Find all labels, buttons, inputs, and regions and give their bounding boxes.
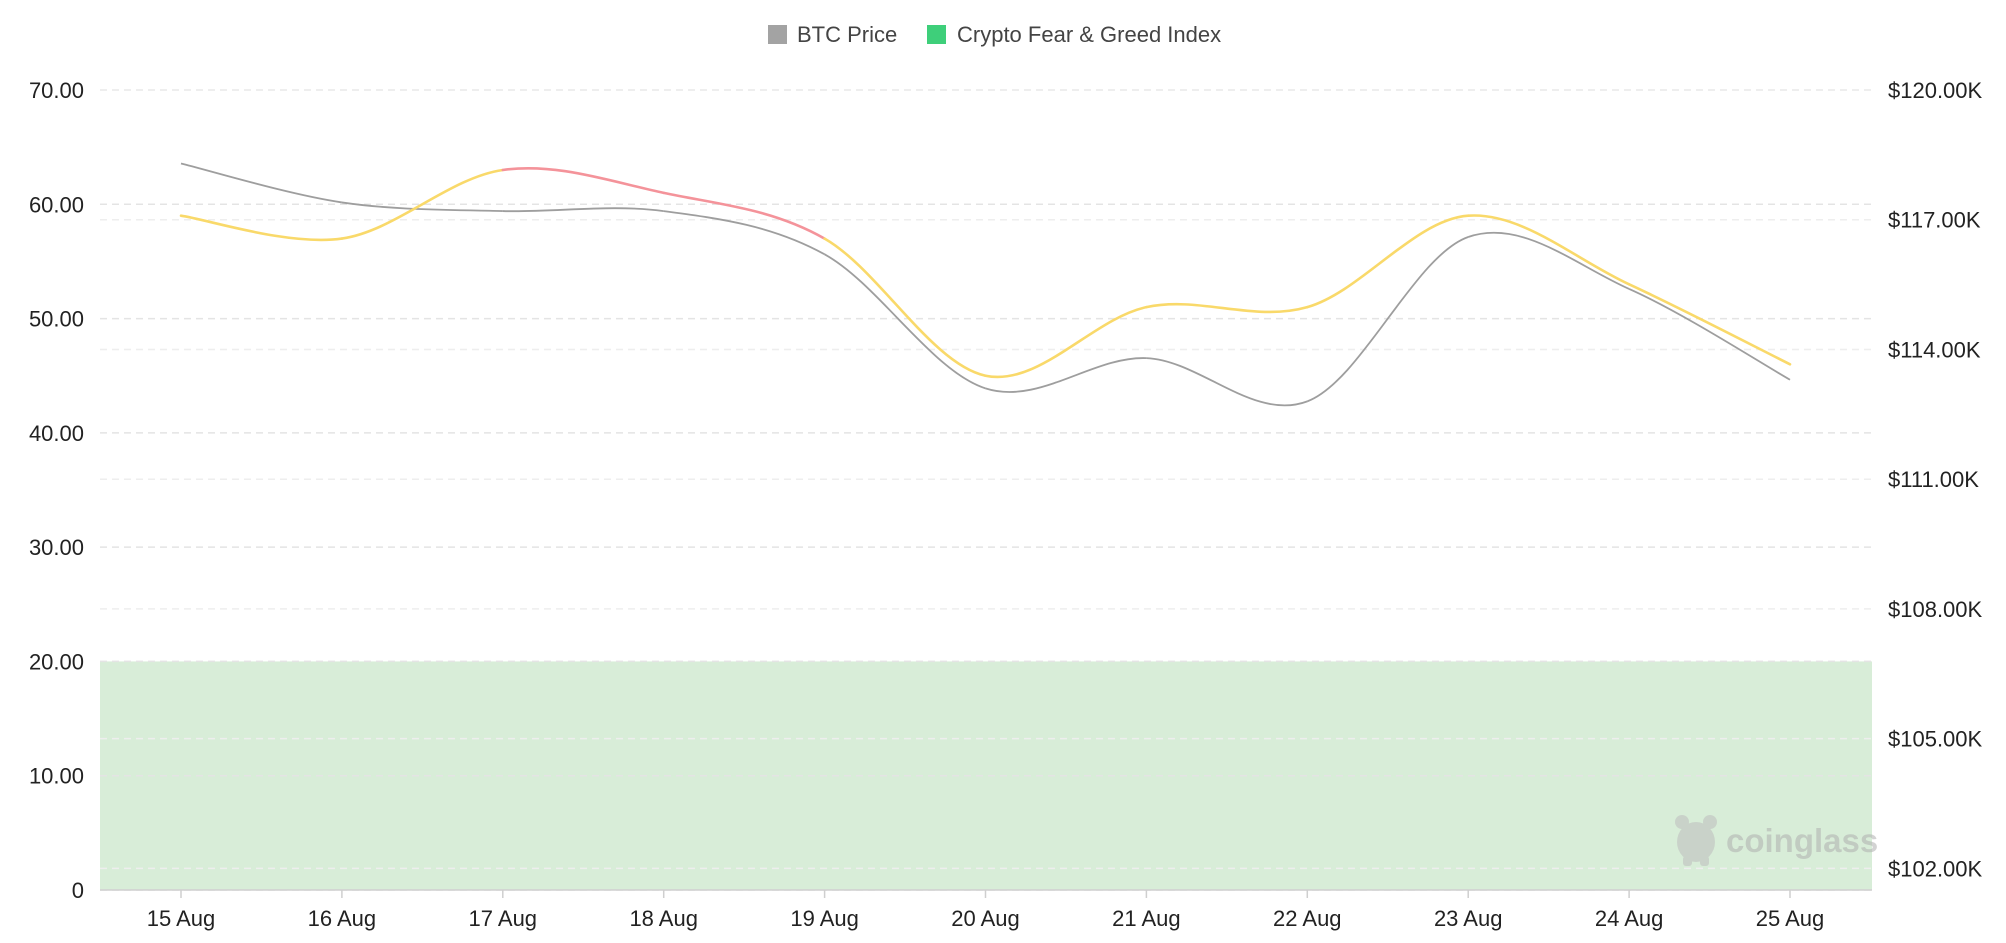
fear-greed-line-segment	[662, 191, 826, 240]
right-tick-label: $102.00K	[1888, 856, 1983, 881]
legend-label-fear-greed: Crypto Fear & Greed Index	[957, 22, 1221, 47]
left-tick-label: 30.00	[29, 535, 84, 560]
legend-item-fear-greed[interactable]: Crypto Fear & Greed Index	[927, 22, 1221, 47]
x-tick-label: 23 Aug	[1434, 906, 1503, 931]
x-axis: 15 Aug 16 Aug 17 Aug 18 Aug 19 Aug 20 Aug 21 A…	[100, 889, 1872, 931]
right-tick-label: $108.00K	[1888, 597, 1983, 622]
x-tick-label: 22 Aug	[1273, 906, 1342, 931]
right-tick-label: $114.00K	[1888, 337, 1981, 362]
left-tick-label: 20.00	[29, 649, 84, 674]
btc-price-line-segment	[1306, 236, 1469, 403]
legend-swatch-btc-price	[768, 25, 787, 44]
right-axis: $102.00K $105.00K $108.00K $111.00K $114.00K…	[1888, 78, 1983, 881]
x-tick-label: 18 Aug	[629, 906, 698, 931]
legend-swatch-fear-greed	[927, 25, 946, 44]
fear-greed-line-segment	[340, 168, 505, 240]
series-lines	[179, 162, 1792, 407]
left-tick-label: 50.00	[29, 307, 84, 332]
btc-price-line-segment	[1146, 357, 1308, 407]
x-tick-label: 15 Aug	[147, 906, 216, 931]
fear-greed-line-segment	[1306, 214, 1470, 309]
left-tick-label: 0	[72, 878, 84, 903]
x-tick-label: 20 Aug	[951, 906, 1020, 931]
right-tick-label: $105.00K	[1888, 727, 1983, 752]
fear-greed-line-segment	[823, 237, 987, 378]
fear-greed-line-segment	[984, 305, 1148, 379]
right-tick-label: $111.00K	[1888, 467, 1979, 492]
x-tick-label: 21 Aug	[1112, 906, 1181, 931]
fear-greed-line-segment	[179, 214, 344, 242]
x-tick-label: 16 Aug	[308, 906, 377, 931]
x-tick-label: 25 Aug	[1756, 906, 1825, 931]
left-tick-label: 10.00	[29, 764, 84, 789]
btc-price-line-segment	[180, 162, 343, 204]
left-tick-label: 40.00	[29, 421, 84, 446]
btc-price-line-segment	[663, 210, 826, 256]
legend: BTC Price Crypto Fear & Greed Index	[768, 22, 1221, 47]
btc-price-line-segment	[1628, 288, 1791, 381]
fear-greed-line-segment	[1145, 302, 1309, 314]
left-tick-label: 70.00	[29, 78, 84, 103]
btc-price-line-segment	[824, 253, 986, 390]
legend-item-btc-price[interactable]: BTC Price	[768, 22, 897, 47]
left-tick-label: 60.00	[29, 192, 84, 217]
x-tick-label: 19 Aug	[790, 906, 859, 931]
fear-greed-line-segment	[1627, 282, 1792, 366]
btc-price-line-segment	[502, 207, 664, 213]
btc-price-line-segment	[985, 357, 1147, 393]
x-tick-label: 17 Aug	[469, 906, 538, 931]
btc-price-line-segment	[1467, 231, 1630, 290]
left-axis: 0 10.00 20.00 30.00 40.00 50.00 60.00 70.00	[29, 78, 84, 903]
legend-label-btc-price: BTC Price	[797, 22, 897, 47]
right-tick-label: $117.00K	[1888, 208, 1981, 233]
coinglass-watermark: coinglass	[1675, 815, 1878, 866]
fear-greed-line-segment	[501, 166, 665, 195]
fear-greed-line-segment	[1466, 214, 1631, 286]
coinglass-logo-text: coinglass	[1726, 822, 1878, 859]
coinglass-logo-icon	[1675, 815, 1717, 866]
right-tick-label: $120.00K	[1888, 78, 1983, 103]
btc-price-line-segment	[341, 201, 503, 212]
x-tick-label: 24 Aug	[1595, 906, 1664, 931]
